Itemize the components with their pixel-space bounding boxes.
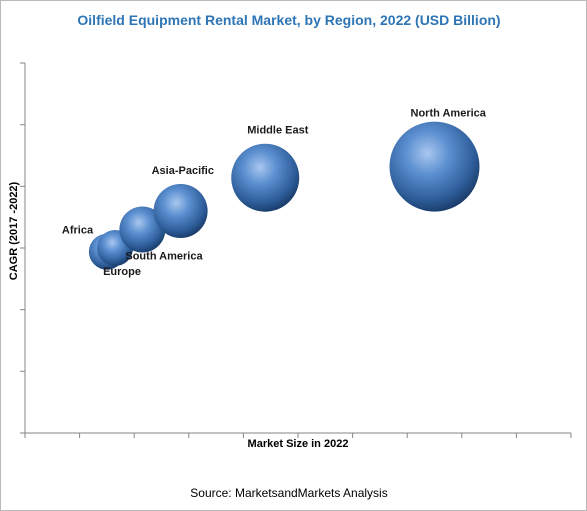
x-ticks [24,433,572,438]
bubble-label-europe: Europe [103,266,141,278]
bubble-label-asia-pacific: Asia-Pacific [152,165,214,177]
bubble-south-america [119,206,166,253]
source-note: Source: MarketsandMarkets Analysis [190,486,387,500]
bubble-labels: Africa Europe South America Asia-Pacific Mid… [62,108,487,278]
bubble-north-america [389,121,480,212]
chart-title: Oilfield Equipment Rental Market, by Reg… [77,12,500,28]
bubble-middle-east [231,143,300,212]
y-axis-label: CAGR (2017 -2022) [8,181,20,280]
bubble-label-middle-east: Middle East [247,125,308,137]
axes [20,62,572,438]
y-ticks [20,62,25,434]
bubble-label-south-america: South America [125,251,203,263]
bubble-asia-pacific [153,184,208,238]
bubble-label-africa: Africa [62,225,94,237]
bubble-label-north-america: North America [411,108,487,120]
bubbles [88,121,480,270]
x-axis-label: Market Size in 2022 [248,438,349,450]
